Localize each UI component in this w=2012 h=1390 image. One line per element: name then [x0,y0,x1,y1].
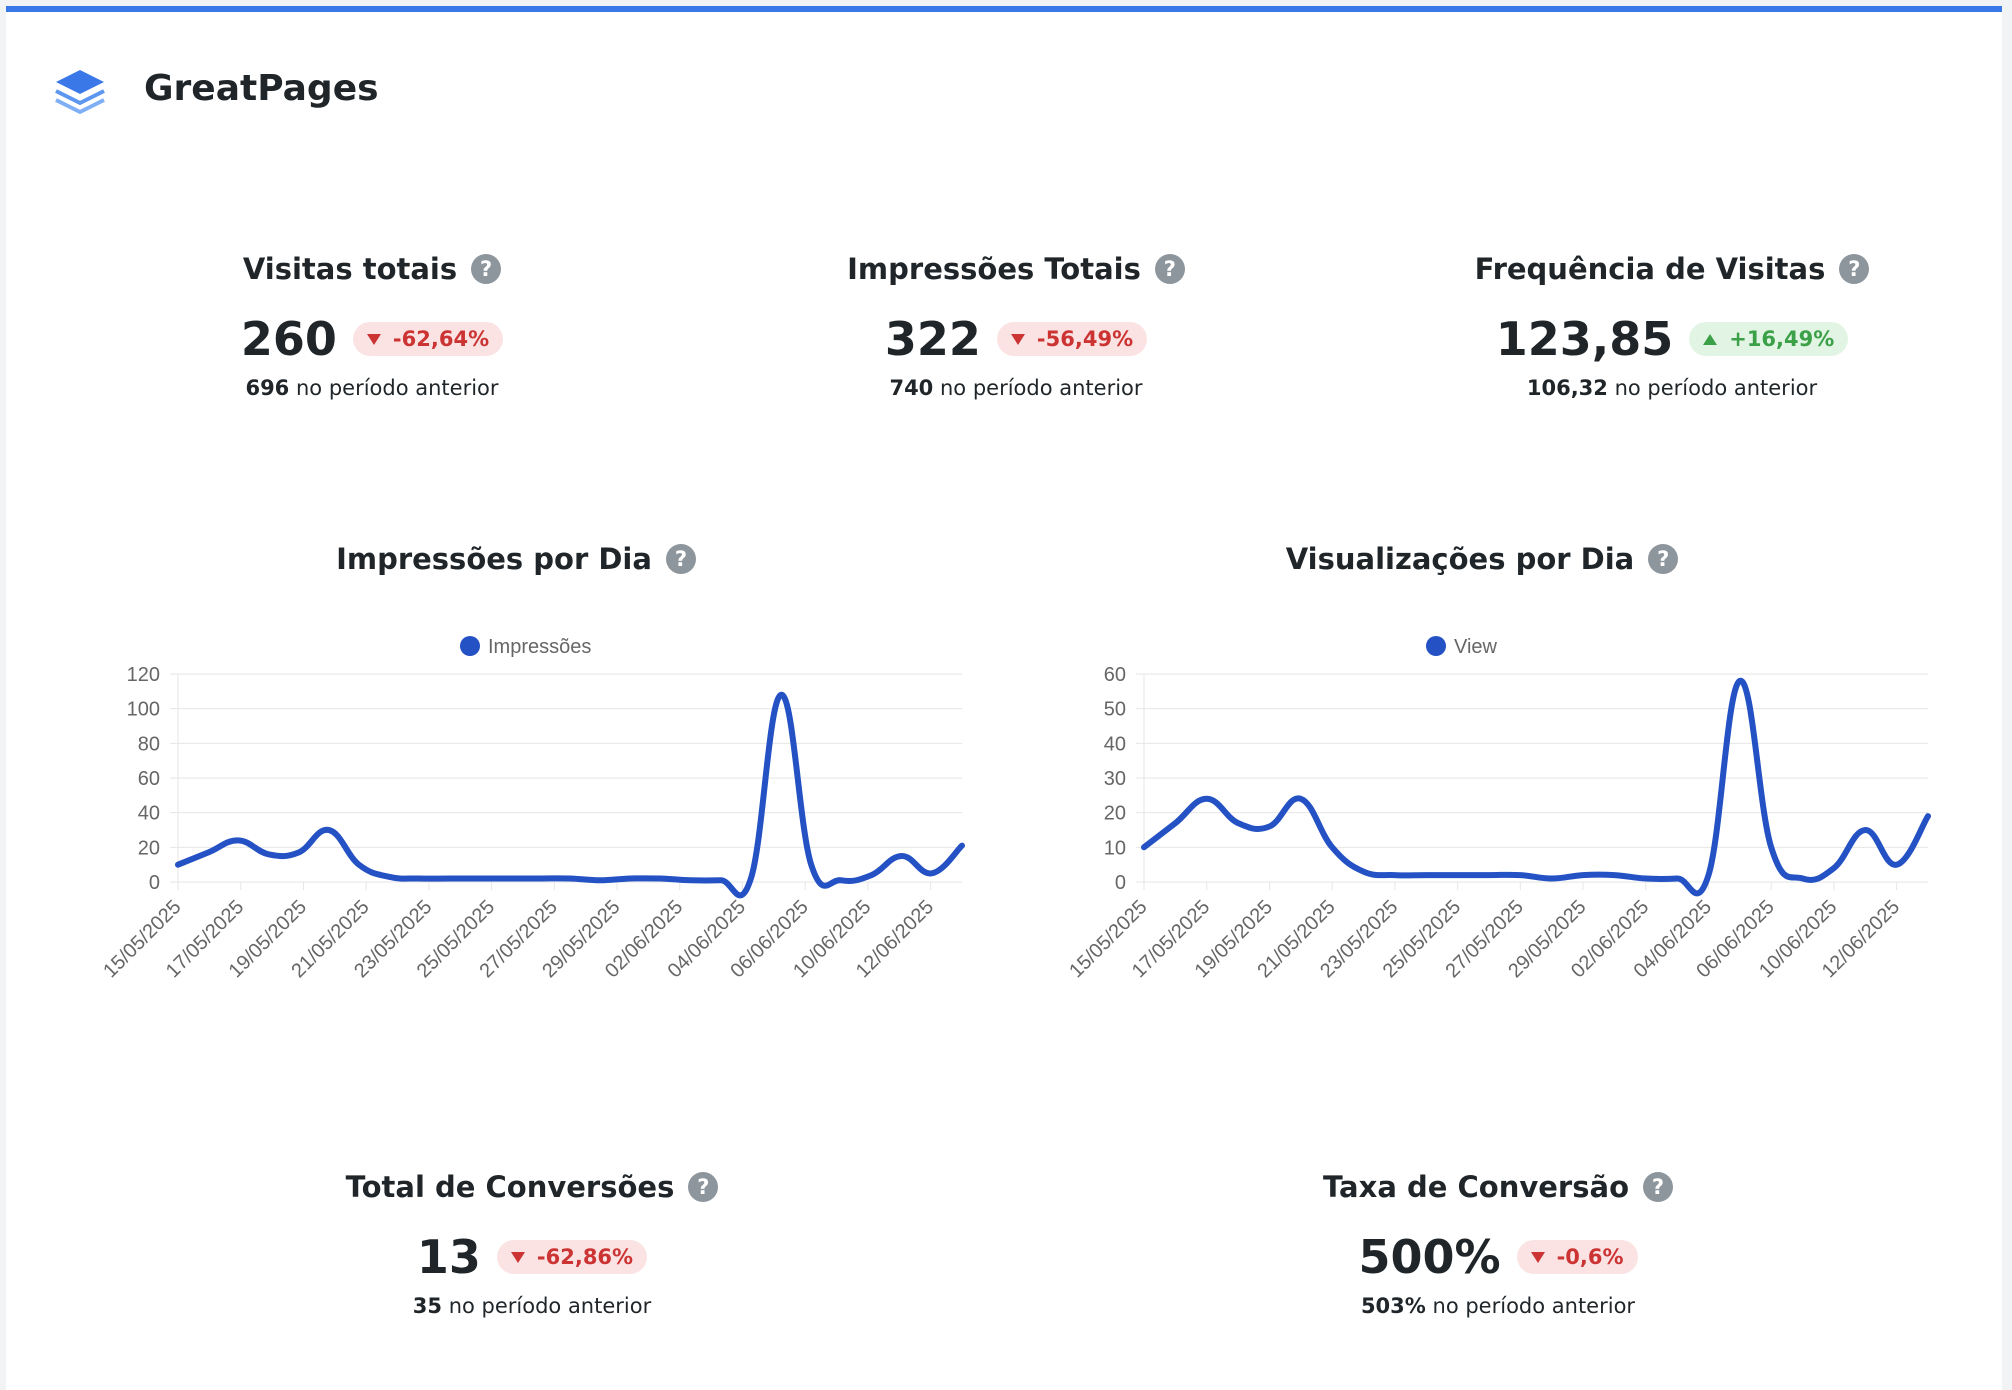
y-tick-label: 60 [1104,664,1126,686]
previous-value: 740 [889,376,934,400]
previous-text: no período anterior [295,376,499,400]
previous-period: 503% no período anterior [1282,1294,1714,1318]
previous-value: 696 [245,376,290,400]
chart-title-text: Impressões por Dia [336,542,652,576]
metric-conversions: Total de Conversões ? 13 -62,86% 35 no p… [316,1170,748,1318]
brand-name: GreatPages [144,68,379,109]
change-badge: -0,6% [1516,1240,1638,1274]
y-tick-label: 10 [1104,837,1126,859]
metric-frequency: Frequência de Visitas ? 123,85 +16,49% 1… [1432,252,1912,400]
chart-title-impressions: Impressões por Dia ? [186,542,846,576]
arrow-down-icon [510,1251,525,1263]
y-tick-label: 60 [138,768,160,790]
legend-marker [1426,636,1446,656]
y-tick-label: 100 [127,699,160,721]
chart-impressions-svg: Impressões02040608010012015/05/202517/05… [99,636,965,982]
help-icon[interactable]: ? [1154,254,1185,284]
legend[interactable]: Impressões [460,636,591,658]
previous-value: 35 [412,1294,442,1318]
chart-title-views: Visualizações por Dia ? [1152,542,1812,576]
metric-title: Frequência de Visitas ? [1432,252,1912,286]
previous-period: 696 no período anterior [156,376,588,400]
metric-conversion-rate: Taxa de Conversão ? 500% -0,6% 503% no p… [1282,1170,1714,1318]
dashboard-card: GreatPages Visitas totais ? 260 -62,64% … [6,6,2002,1390]
help-icon[interactable]: ? [1643,1172,1673,1202]
previous-text: no período anterior [1432,1294,1636,1318]
change-value: -56,49% [1036,327,1134,351]
previous-value: 106,32 [1526,376,1608,400]
arrow-down-icon [1010,333,1025,345]
metric-title-text: Total de Conversões [345,1170,675,1204]
metric-value: 500% [1358,1230,1501,1284]
change-badge: +16,49% [1689,322,1849,356]
previous-period: 106,32 no período anterior [1432,376,1912,400]
y-tick-label: 0 [149,872,160,894]
previous-period: 740 no período anterior [800,376,1232,400]
layers-icon [55,70,105,114]
metric-title: Total de Conversões ? [316,1170,748,1204]
metric-value: 322 [884,312,981,366]
metric-value: 260 [240,312,337,366]
help-icon[interactable]: ? [471,254,502,284]
arrow-down-icon [366,333,381,345]
y-tick-label: 120 [127,664,160,686]
legend-label: Impressões [488,636,591,658]
chart-title-text: Visualizações por Dia [1285,542,1635,576]
change-value: -62,86% [536,1245,634,1269]
metric-title: Impressões Totais ? [800,252,1232,286]
metric-value: 13 [416,1230,481,1284]
arrow-up-icon [1703,333,1718,345]
change-badge: -56,49% [996,322,1148,356]
metric-title-text: Frequência de Visitas [1474,252,1826,286]
series-line [175,691,965,899]
help-icon[interactable]: ? [1839,254,1870,284]
change-value: -0,6% [1556,1245,1624,1269]
series-line [1141,677,1931,897]
change-badge: -62,64% [352,322,504,356]
change-value: -62,64% [392,327,490,351]
metric-title: Taxa de Conversão ? [1282,1170,1714,1204]
help-icon[interactable]: ? [1648,544,1679,574]
previous-period: 35 no período anterior [316,1294,748,1318]
chart-views-svg: View010203040506015/05/202517/05/202519/… [1065,636,1931,982]
legend-label: View [1454,636,1498,658]
change-value: +16,49% [1729,327,1835,351]
y-tick-label: 20 [1104,803,1126,825]
help-icon[interactable]: ? [665,544,696,574]
y-tick-label: 20 [138,837,160,859]
help-icon[interactable]: ? [688,1172,719,1202]
y-tick-label: 50 [1104,699,1126,721]
arrow-down-icon [1530,1251,1545,1263]
brand: GreatPages [52,66,379,122]
metric-visits: Visitas totais ? 260 -62,64% 696 no perí… [156,252,588,400]
y-tick-label: 40 [138,803,160,825]
legend[interactable]: View [1426,636,1498,658]
chart-impressions: Impressões 0 20 40 60 80 100 120 15/05/2025 17/05… [86,624,986,1028]
y-tick-label: 80 [138,733,160,755]
change-badge: -62,86% [496,1240,648,1274]
metric-title-text: Impressões Totais [847,252,1141,286]
metric-impressions: Impressões Totais ? 322 -56,49% 740 no p… [800,252,1232,400]
chart-views: View 0 10 20 30 40 50 60 15/05/2025 17/05/2025 19/… [1052,624,1952,1028]
metric-value: 123,85 [1495,312,1674,366]
metric-title: Visitas totais ? [156,252,588,286]
y-tick-label: 0 [1115,872,1126,894]
metric-title-text: Taxa de Conversão [1323,1170,1629,1204]
metric-title-text: Visitas totais [242,252,458,286]
y-tick-label: 30 [1104,768,1126,790]
previous-text: no período anterior [1614,376,1818,400]
previous-text: no período anterior [939,376,1143,400]
previous-value: 503% [1360,1294,1426,1318]
y-tick-label: 40 [1104,733,1126,755]
legend-marker [460,636,480,656]
previous-text: no período anterior [448,1294,652,1318]
